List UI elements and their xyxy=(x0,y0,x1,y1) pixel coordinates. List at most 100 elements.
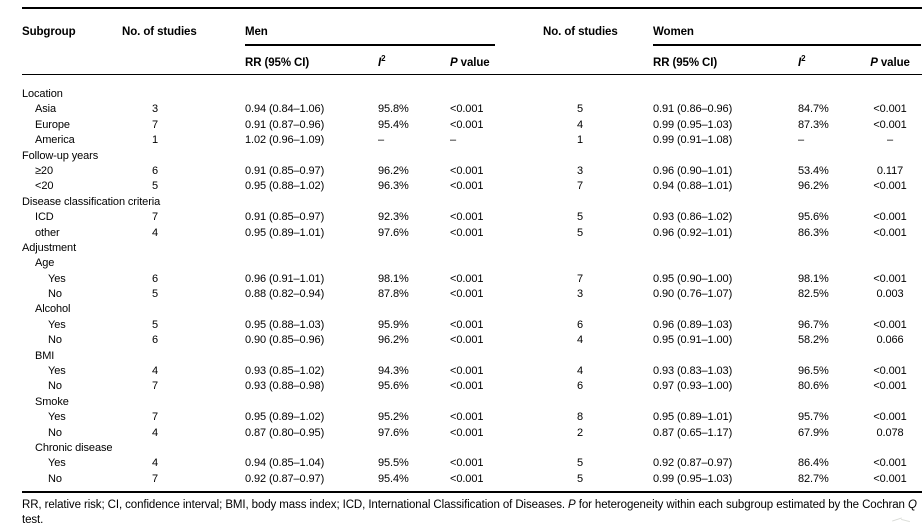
cell-i-squared-women: – xyxy=(798,134,805,147)
header-subgroup: Subgroup xyxy=(22,26,76,38)
cell-no-of-studies-men: 7 xyxy=(152,211,159,224)
cell-p-value-women: 0.078 xyxy=(876,426,904,439)
cell-no-of-studies-men: 4 xyxy=(152,457,159,470)
header-spanner-rules xyxy=(22,44,922,46)
cell-rr-men: 0.88 (0.82–0.94) xyxy=(245,288,325,301)
cell-no-of-studies-men: 5 xyxy=(152,318,159,331)
cell-i-squared-women: 58.2% xyxy=(798,334,829,347)
section-row: Chronic disease xyxy=(22,441,922,456)
table-bottom-rule xyxy=(22,491,922,493)
cell-i-squared-men: 96.2% xyxy=(378,164,409,177)
header-i-squared-men: I2 xyxy=(372,54,443,69)
cell-i-squared-women: 84.7% xyxy=(798,103,829,116)
cell-no-of-studies-women: 4 xyxy=(577,365,584,378)
p-italic: P xyxy=(450,56,458,69)
cell-p-value-men: – xyxy=(450,134,457,147)
row-label: Alcohol xyxy=(35,303,71,316)
men-spanner-rule xyxy=(245,44,495,46)
cell-p-value-women: <0.001 xyxy=(873,211,907,224)
cell-rr-women: 0.91 (0.86–0.96) xyxy=(653,103,733,116)
row-label: <20 xyxy=(35,180,54,193)
p-rest: value xyxy=(457,56,490,69)
cell-p-value-women: 0.003 xyxy=(876,288,904,301)
header-rr-women: RR (95% CI) xyxy=(653,56,718,69)
cell-p-value-men: <0.001 xyxy=(450,211,484,224)
row-label: Disease classification criteria xyxy=(22,195,161,208)
cell-p-value-men: <0.001 xyxy=(450,288,484,301)
row-label: ICD xyxy=(35,211,54,224)
cell-rr-women: 0.95 (0.90–1.00) xyxy=(653,272,733,285)
cell-rr-women: 0.96 (0.92–1.01) xyxy=(653,226,733,239)
cell-no-of-studies-women: 2 xyxy=(577,426,584,439)
table-row: No 5 0.88 (0.82–0.94) 87.8% <0.001 3 0.90 (0.7… xyxy=(22,287,922,302)
cell-i-squared-women: 86.4% xyxy=(798,457,829,470)
cell-no-of-studies-women: 4 xyxy=(577,118,584,131)
cell-i-squared-men: 95.9% xyxy=(378,318,409,331)
cell-rr-women: 0.93 (0.83–1.03) xyxy=(653,365,733,378)
table-row: No 7 0.93 (0.88–0.98) 95.6% <0.001 6 0.97 (0.9… xyxy=(22,379,922,394)
row-label: Yes xyxy=(48,318,66,331)
header-i-squared-women: I2 xyxy=(788,54,858,68)
row-label: No xyxy=(48,472,62,485)
footnote-segment: test. xyxy=(22,513,44,526)
cell-rr-men: 0.94 (0.84–1.06) xyxy=(245,103,325,116)
row-label: No xyxy=(48,288,62,301)
table-row: Europe 7 0.91 (0.87–0.96) 95.4% <0.001 4 0.99 … xyxy=(22,118,922,133)
cell-p-value-women: <0.001 xyxy=(873,457,907,470)
cell-no-of-studies-women: 4 xyxy=(577,334,584,347)
table-row: Yes 4 0.94 (0.85–1.04) 95.5% <0.001 5 0.92 (0.… xyxy=(22,456,922,471)
section-row: Smoke xyxy=(22,395,922,410)
header-men: Men xyxy=(245,26,268,38)
cell-i-squared-men: – xyxy=(378,134,385,147)
cell-i-squared-women: 96.7% xyxy=(798,318,829,331)
p-italic: P xyxy=(870,56,878,69)
cell-rr-women: 0.96 (0.89–1.03) xyxy=(653,318,733,331)
cell-i-squared-women: 86.3% xyxy=(798,226,829,239)
header-rr-men: RR (95% CI) xyxy=(245,56,310,69)
section-row: BMI xyxy=(22,349,922,364)
cell-p-value-men: <0.001 xyxy=(450,426,484,439)
cell-no-of-studies-women: 5 xyxy=(577,211,584,224)
cell-i-squared-men: 95.4% xyxy=(378,472,409,485)
cell-p-value-men: <0.001 xyxy=(450,164,484,177)
cell-i-squared-men: 95.4% xyxy=(378,118,409,131)
table-row: No 4 0.87 (0.80–0.95) 97.6% <0.001 2 0.87 (0.6… xyxy=(22,426,922,441)
cell-i-squared-women: 96.2% xyxy=(798,180,829,193)
cell-no-of-studies-women: 5 xyxy=(577,226,584,239)
cell-no-of-studies-men: 7 xyxy=(152,380,159,393)
cell-rr-women: 0.93 (0.86–1.02) xyxy=(653,211,733,224)
cell-i-squared-men: 97.6% xyxy=(378,426,409,439)
cell-i-squared-men: 95.2% xyxy=(378,411,409,424)
cell-i-squared-men: 92.3% xyxy=(378,211,409,224)
cell-i-squared-women: 98.1% xyxy=(798,272,829,285)
cell-no-of-studies-women: 1 xyxy=(577,134,584,147)
cell-no-of-studies-men: 4 xyxy=(152,226,159,239)
cell-p-value-men: <0.001 xyxy=(450,365,484,378)
cell-p-value-women: <0.001 xyxy=(873,226,907,239)
table-footnote: RR, relative risk; CI, confidence interv… xyxy=(22,498,918,528)
table-row: Yes 4 0.93 (0.85–1.02) 94.3% <0.001 4 0.93 (0.… xyxy=(22,364,922,379)
cell-p-value-women: <0.001 xyxy=(873,118,907,131)
cell-rr-women: 0.99 (0.91–1.08) xyxy=(653,134,733,147)
cell-p-value-women: <0.001 xyxy=(873,318,907,331)
i-squared-base: I xyxy=(378,56,382,69)
cell-p-value-men: <0.001 xyxy=(450,457,484,470)
cell-rr-men: 0.92 (0.87–0.97) xyxy=(245,472,325,485)
cell-i-squared-men: 97.6% xyxy=(378,226,409,239)
cell-no-of-studies-women: 3 xyxy=(577,164,584,177)
section-row: Location xyxy=(22,87,922,102)
row-label: Asia xyxy=(35,103,56,116)
cell-rr-men: 0.95 (0.89–1.01) xyxy=(245,226,325,239)
table-top-rule xyxy=(22,7,922,9)
cell-rr-men: 0.91 (0.85–0.97) xyxy=(245,164,325,177)
cell-rr-men: 0.95 (0.89–1.02) xyxy=(245,411,325,424)
cell-no-of-studies-men: 7 xyxy=(152,118,159,131)
row-label: Age xyxy=(35,257,55,270)
cell-rr-men: 0.96 (0.91–1.01) xyxy=(245,272,325,285)
footnote-italic-segment: P xyxy=(568,498,576,511)
cell-p-value-men: <0.001 xyxy=(450,226,484,239)
cell-no-of-studies-men: 7 xyxy=(152,472,159,485)
cell-i-squared-women: 82.5% xyxy=(798,288,829,301)
cell-i-squared-men: 95.5% xyxy=(378,457,409,470)
cell-i-squared-women: 95.7% xyxy=(798,411,829,424)
